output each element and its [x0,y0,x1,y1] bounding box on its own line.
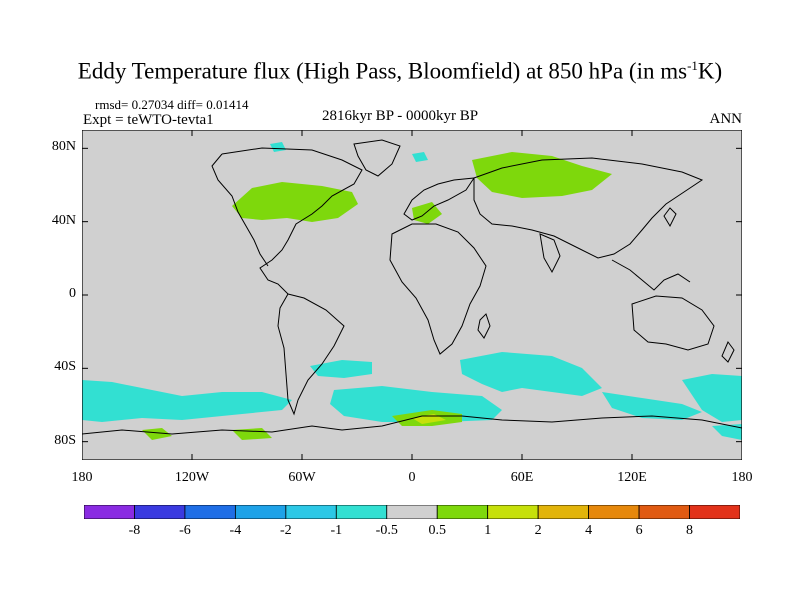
coast-australia [631,295,715,351]
map-title: Eddy Temperature flux (High Pass, Bloomf… [77,58,723,84]
colorbar-label: 1 [484,523,492,538]
season-label: ANN [709,111,743,127]
coast-south-america [277,293,345,416]
colorbar-segment [689,505,740,519]
lon-label: 180 [71,470,93,485]
colorbar-label: 0.5 [428,523,446,538]
lat-label: 40S [54,359,76,375]
coast-north-america [221,147,363,295]
colorbar-label: 4 [585,523,593,538]
cyan-region-southern-pacific [82,380,292,422]
green-region-antarctic-coast [142,428,172,440]
lat-label: 0 [69,286,76,301]
coast-southeast-asia [611,259,691,291]
lon-label: 60E [510,470,534,485]
colorbar-label: -8 [128,523,141,538]
green-region-mediterranean [412,202,442,224]
cyan-region-ross-sea [712,424,742,440]
colorbar-label: 8 [686,523,694,538]
cyan-region-south-atlantic-2 [330,386,502,422]
coast-madagascar [477,313,491,339]
lon-label: 0 [408,470,416,485]
colorbar-segment [234,505,287,519]
green-region-eurasia [472,152,612,198]
colorbar-segment [537,505,590,519]
coast-north-america-west [211,153,269,267]
colorbar-label: 6 [635,523,643,538]
green-region-north-america [232,182,358,222]
colorbar-segment [436,505,489,519]
cyan-region-north-pacific [270,142,286,152]
colorbar-segment [386,505,438,519]
coast-new-zealand [721,341,735,363]
coast-antarctica [82,415,742,435]
colorbar-label: -0.5 [375,523,398,538]
colorbar-segment [84,505,135,519]
lat-label: 80S [54,432,76,448]
coast-india [539,233,561,274]
cyan-region-arctic [412,152,428,162]
longitude-ticks [82,130,742,460]
colorbar-segment [335,505,388,519]
stats-label: rmsd= 0.27034 diff= 0.01414 [95,97,249,112]
colorbar-label: -1 [330,523,343,538]
coast-africa [389,223,487,355]
map-panel [82,130,742,460]
colorbar-segment [638,505,690,519]
colorbar-segment [588,505,640,519]
coast-japan [663,207,677,228]
contour-fills [82,142,742,440]
cyan-region-indian-ocean [460,352,602,396]
colorbar-label: 2 [534,523,542,538]
coast-asia [473,157,704,259]
lon-label: 60W [288,470,316,485]
cyan-region-australia-south [682,374,742,422]
cyan-region-south-atlantic-1 [310,360,372,378]
lon-label: 120E [617,470,647,485]
colorbar-segment [487,505,539,519]
cyan-region-south-indian [602,392,702,420]
colorbar-segment [184,505,236,519]
lon-label: 120W [174,470,210,485]
colorbar-label: -2 [280,523,292,538]
coast-europe [403,177,476,221]
coast-greenland [353,139,401,177]
colorbar-segment [285,505,337,519]
lon-label: 180 [731,470,753,485]
colorbar-segment [134,505,186,519]
colorbar [84,505,740,519]
lat-label: 80N [51,139,76,155]
coastlines [82,139,742,435]
latitude-ticks [82,147,742,443]
experiment-label: Expt = teWTO-tevta1 [83,112,214,128]
colorbar-label: -6 [179,523,191,538]
period-label: 2816kyr BP - 0000kyr BP [321,108,479,124]
lat-label: 40N [51,212,76,228]
colorbar-label: -4 [229,523,242,538]
